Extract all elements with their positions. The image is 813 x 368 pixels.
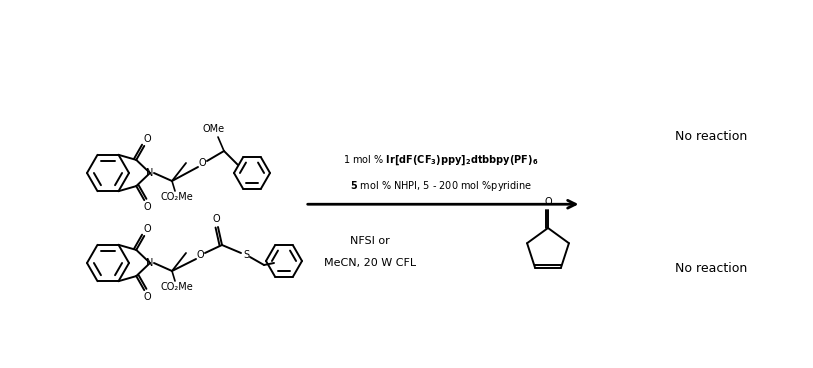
Text: O: O bbox=[143, 224, 151, 234]
Text: O: O bbox=[544, 197, 552, 207]
Text: CO₂Me: CO₂Me bbox=[161, 192, 193, 202]
Text: No reaction: No reaction bbox=[676, 262, 747, 275]
Text: O: O bbox=[143, 134, 151, 144]
Text: 1 mol % $\mathbf{Ir[dF(CF_3)ppy]_2dtbbpy(PF)_6}$: 1 mol % $\mathbf{Ir[dF(CF_3)ppy]_2dtbbpy… bbox=[343, 153, 538, 167]
Text: No reaction: No reaction bbox=[676, 130, 747, 143]
Text: N: N bbox=[146, 168, 154, 178]
Text: NFSI or: NFSI or bbox=[350, 236, 389, 246]
Text: O: O bbox=[212, 214, 220, 224]
Text: N: N bbox=[146, 258, 154, 268]
Text: O: O bbox=[196, 250, 204, 260]
Text: O: O bbox=[143, 292, 151, 302]
Text: CO₂Me: CO₂Me bbox=[161, 282, 193, 292]
Text: MeCN, 20 W CFL: MeCN, 20 W CFL bbox=[324, 258, 416, 268]
Text: O: O bbox=[143, 202, 151, 212]
Text: OMe: OMe bbox=[203, 124, 225, 134]
Text: O: O bbox=[198, 158, 206, 168]
Text: $\mathbf{5}$ mol % NHPI, 5 - 200 mol %pyridine: $\mathbf{5}$ mol % NHPI, 5 - 200 mol %py… bbox=[350, 179, 532, 193]
Text: S: S bbox=[243, 250, 249, 260]
